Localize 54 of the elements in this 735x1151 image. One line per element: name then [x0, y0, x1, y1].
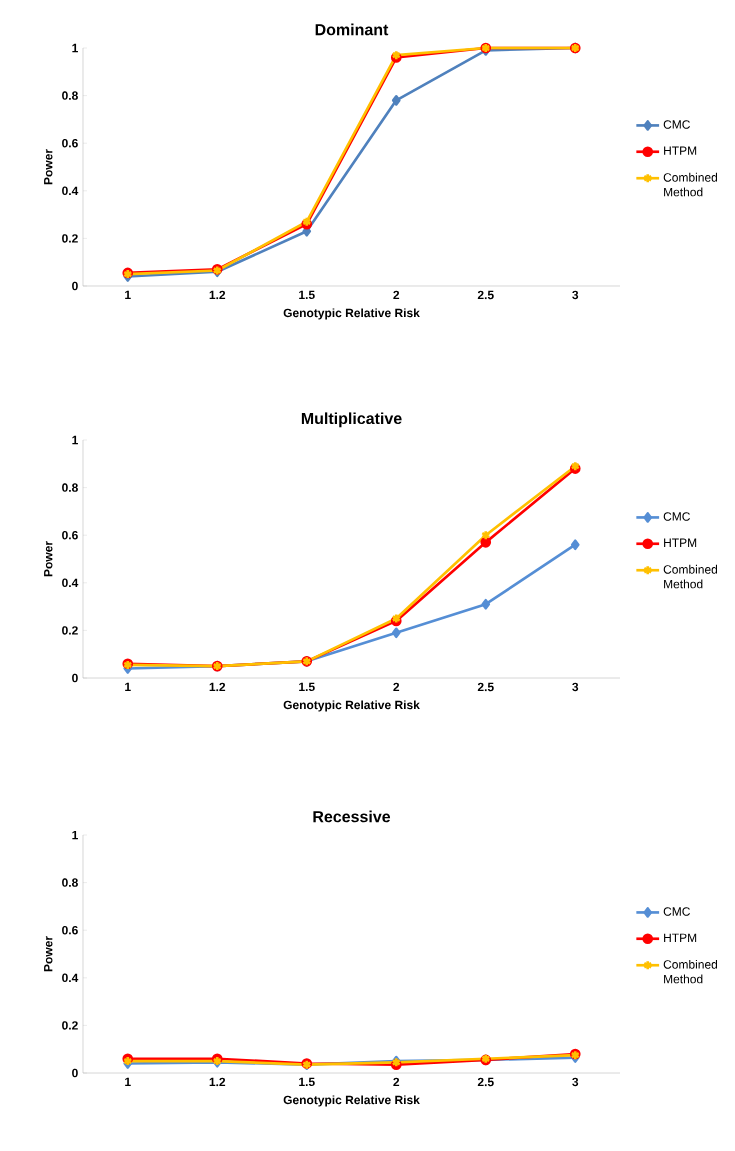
y-tick-label: 0 — [72, 281, 78, 291]
y-tick-label: 0 — [72, 673, 78, 683]
legend-label: Combined Method — [663, 564, 718, 589]
y-tick-label: 0.8 — [62, 91, 78, 100]
y-tick-label: 0 — [72, 1068, 78, 1078]
legend-label: CMC — [663, 120, 690, 129]
y-tick-label: 0.4 — [62, 186, 79, 196]
x-tick-label: 1.5 — [299, 1077, 315, 1087]
x-tick-label: 1.2 — [209, 682, 226, 692]
legend-label: CMC — [663, 907, 690, 916]
y-axis-title: Power — [44, 936, 53, 972]
x-axis-title: Genotypic Relative Risk — [283, 308, 420, 320]
chart-title: Dominant — [315, 23, 389, 36]
x-tick-label: 1.5 — [299, 682, 315, 692]
legend-label: HTPM — [664, 538, 697, 547]
x-tick-label: 2.5 — [477, 290, 494, 300]
x-tick-label: 3 — [572, 290, 579, 300]
y-tick-label: 0.4 — [62, 578, 79, 588]
x-tick-label: 2.5 — [477, 682, 494, 692]
x-tick-label: 2 — [393, 1077, 400, 1087]
y-axis-title: Power — [44, 541, 53, 577]
x-tick-label: 1 — [125, 682, 131, 691]
x-tick-label: 1.2 — [209, 1077, 226, 1087]
legend-label: CMC — [663, 512, 690, 521]
x-axis-title: Genotypic Relative Risk — [283, 1095, 420, 1107]
x-tick-label: 2 — [393, 290, 400, 300]
x-tick-label: 3 — [572, 682, 579, 692]
x-tick-label: 1.2 — [209, 290, 226, 300]
x-tick-label: 1 — [125, 1077, 131, 1086]
y-tick-label: 0.6 — [62, 530, 78, 540]
y-tick-label: 0.2 — [62, 626, 78, 635]
y-axis-title: Power — [44, 149, 53, 185]
y-tick-label: 0.6 — [62, 925, 78, 935]
y-tick-label: 0.2 — [62, 234, 78, 243]
x-tick-label: 1 — [125, 290, 131, 299]
legend-label: Combined Method — [663, 959, 718, 984]
x-tick-label: 2.5 — [477, 1077, 494, 1087]
x-axis-title: Genotypic Relative Risk — [283, 700, 420, 712]
y-tick-label: 0.8 — [62, 483, 78, 492]
y-tick-label: 1 — [72, 43, 78, 53]
chart-title: Recessive — [313, 810, 391, 823]
y-tick-label: 0.8 — [62, 878, 78, 887]
y-tick-label: 0.4 — [62, 973, 79, 983]
chart-title: Multiplicative — [301, 412, 402, 428]
x-tick-label: 1.5 — [299, 290, 315, 300]
legend-label: HTPM — [664, 146, 697, 155]
x-tick-label: 2 — [393, 682, 400, 692]
legend-label: HTPM — [664, 933, 697, 942]
y-tick-label: 0.2 — [62, 1021, 78, 1030]
legend-label: Combined Method — [663, 172, 718, 197]
x-tick-label: 3 — [572, 1077, 579, 1087]
y-tick-label: 1 — [72, 830, 78, 840]
y-tick-label: 1 — [72, 435, 78, 445]
y-tick-label: 0.6 — [62, 138, 78, 148]
